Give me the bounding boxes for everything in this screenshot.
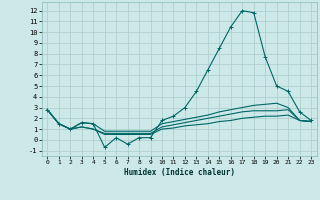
- X-axis label: Humidex (Indice chaleur): Humidex (Indice chaleur): [124, 168, 235, 177]
